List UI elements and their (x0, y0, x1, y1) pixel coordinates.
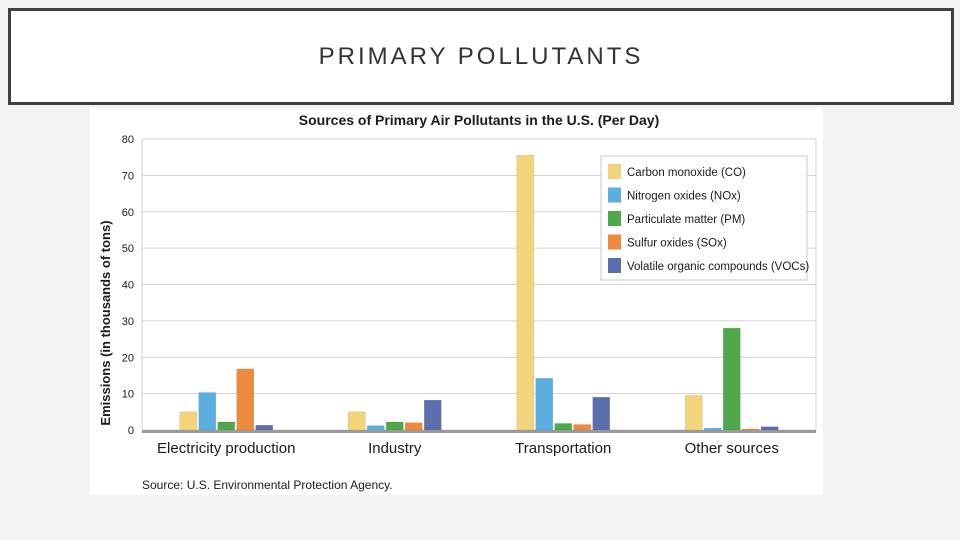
bar (198, 392, 216, 431)
y-tick-label: 30 (122, 316, 134, 328)
chart-panel: Sources of Primary Air Pollutants in the… (90, 108, 823, 495)
legend-label: Nitrogen oxides (NOx) (627, 191, 741, 203)
chart-source: Source: U.S. Environmental Protection Ag… (142, 478, 393, 492)
y-tick-label: 80 (122, 134, 134, 146)
grid-layer (142, 138, 816, 431)
axis-layer: 0 10 20 30 40 50 60 70 80 Electricity production I… (122, 134, 817, 457)
legend-label: Volatile organic compounds (VOCs) (627, 261, 809, 273)
bar (723, 327, 741, 431)
bar (685, 395, 703, 431)
legend-swatch (608, 234, 621, 250)
bar (367, 425, 385, 431)
y-tick-label: 20 (122, 352, 134, 364)
bar (761, 426, 779, 431)
bar-chart: Sources of Primary Air Pollutants in the… (98, 112, 817, 492)
legend-label: Sulfur oxides (SOx) (627, 238, 727, 250)
bar (424, 399, 442, 431)
bar (535, 378, 553, 431)
bar (742, 428, 760, 431)
legend-label: Carbon monoxide (CO) (627, 167, 746, 179)
chart-title: Sources of Primary Air Pollutants in the… (299, 112, 659, 128)
bar (255, 425, 273, 431)
y-tick-label: 60 (122, 207, 134, 219)
bar (217, 421, 235, 431)
y-tick-label: 70 (122, 170, 134, 182)
x-tick-label: Transportation (515, 440, 611, 457)
bar (386, 421, 404, 431)
bar (405, 422, 423, 431)
legend-swatch (608, 164, 621, 179)
legend-box (600, 155, 808, 281)
y-tick-label: 10 (122, 389, 134, 401)
x-tick-label: Industry (368, 440, 422, 457)
legend-swatch (608, 258, 621, 273)
bars-layer (179, 155, 779, 431)
bar (554, 423, 572, 431)
y-axis-label: Emissions (in thousands of tons) (98, 220, 113, 425)
slide-title: PRIMARY POLLUTANTS (318, 43, 644, 70)
bar (236, 368, 254, 431)
x-tick-label: Electricity production (157, 440, 295, 457)
legend-swatch (608, 211, 621, 226)
y-tick-label: 40 (122, 280, 134, 292)
bar (704, 427, 722, 431)
x-axis-line (142, 430, 816, 433)
legend-label: Particulate matter (PM) (627, 214, 745, 226)
y-tick-label: 0 (128, 425, 134, 437)
x-tick-label: Other sources (685, 440, 779, 457)
bar (179, 411, 197, 431)
legend-swatch (608, 187, 621, 203)
legend: Carbon monoxide (CO) Nitrogen oxides (NOx… (600, 155, 809, 281)
bar (348, 411, 366, 431)
slide-title-box: PRIMARY POLLUTANTS (8, 8, 954, 105)
bar (592, 397, 610, 431)
bar (573, 424, 591, 431)
bar (516, 155, 534, 431)
y-tick-label: 50 (122, 243, 134, 255)
